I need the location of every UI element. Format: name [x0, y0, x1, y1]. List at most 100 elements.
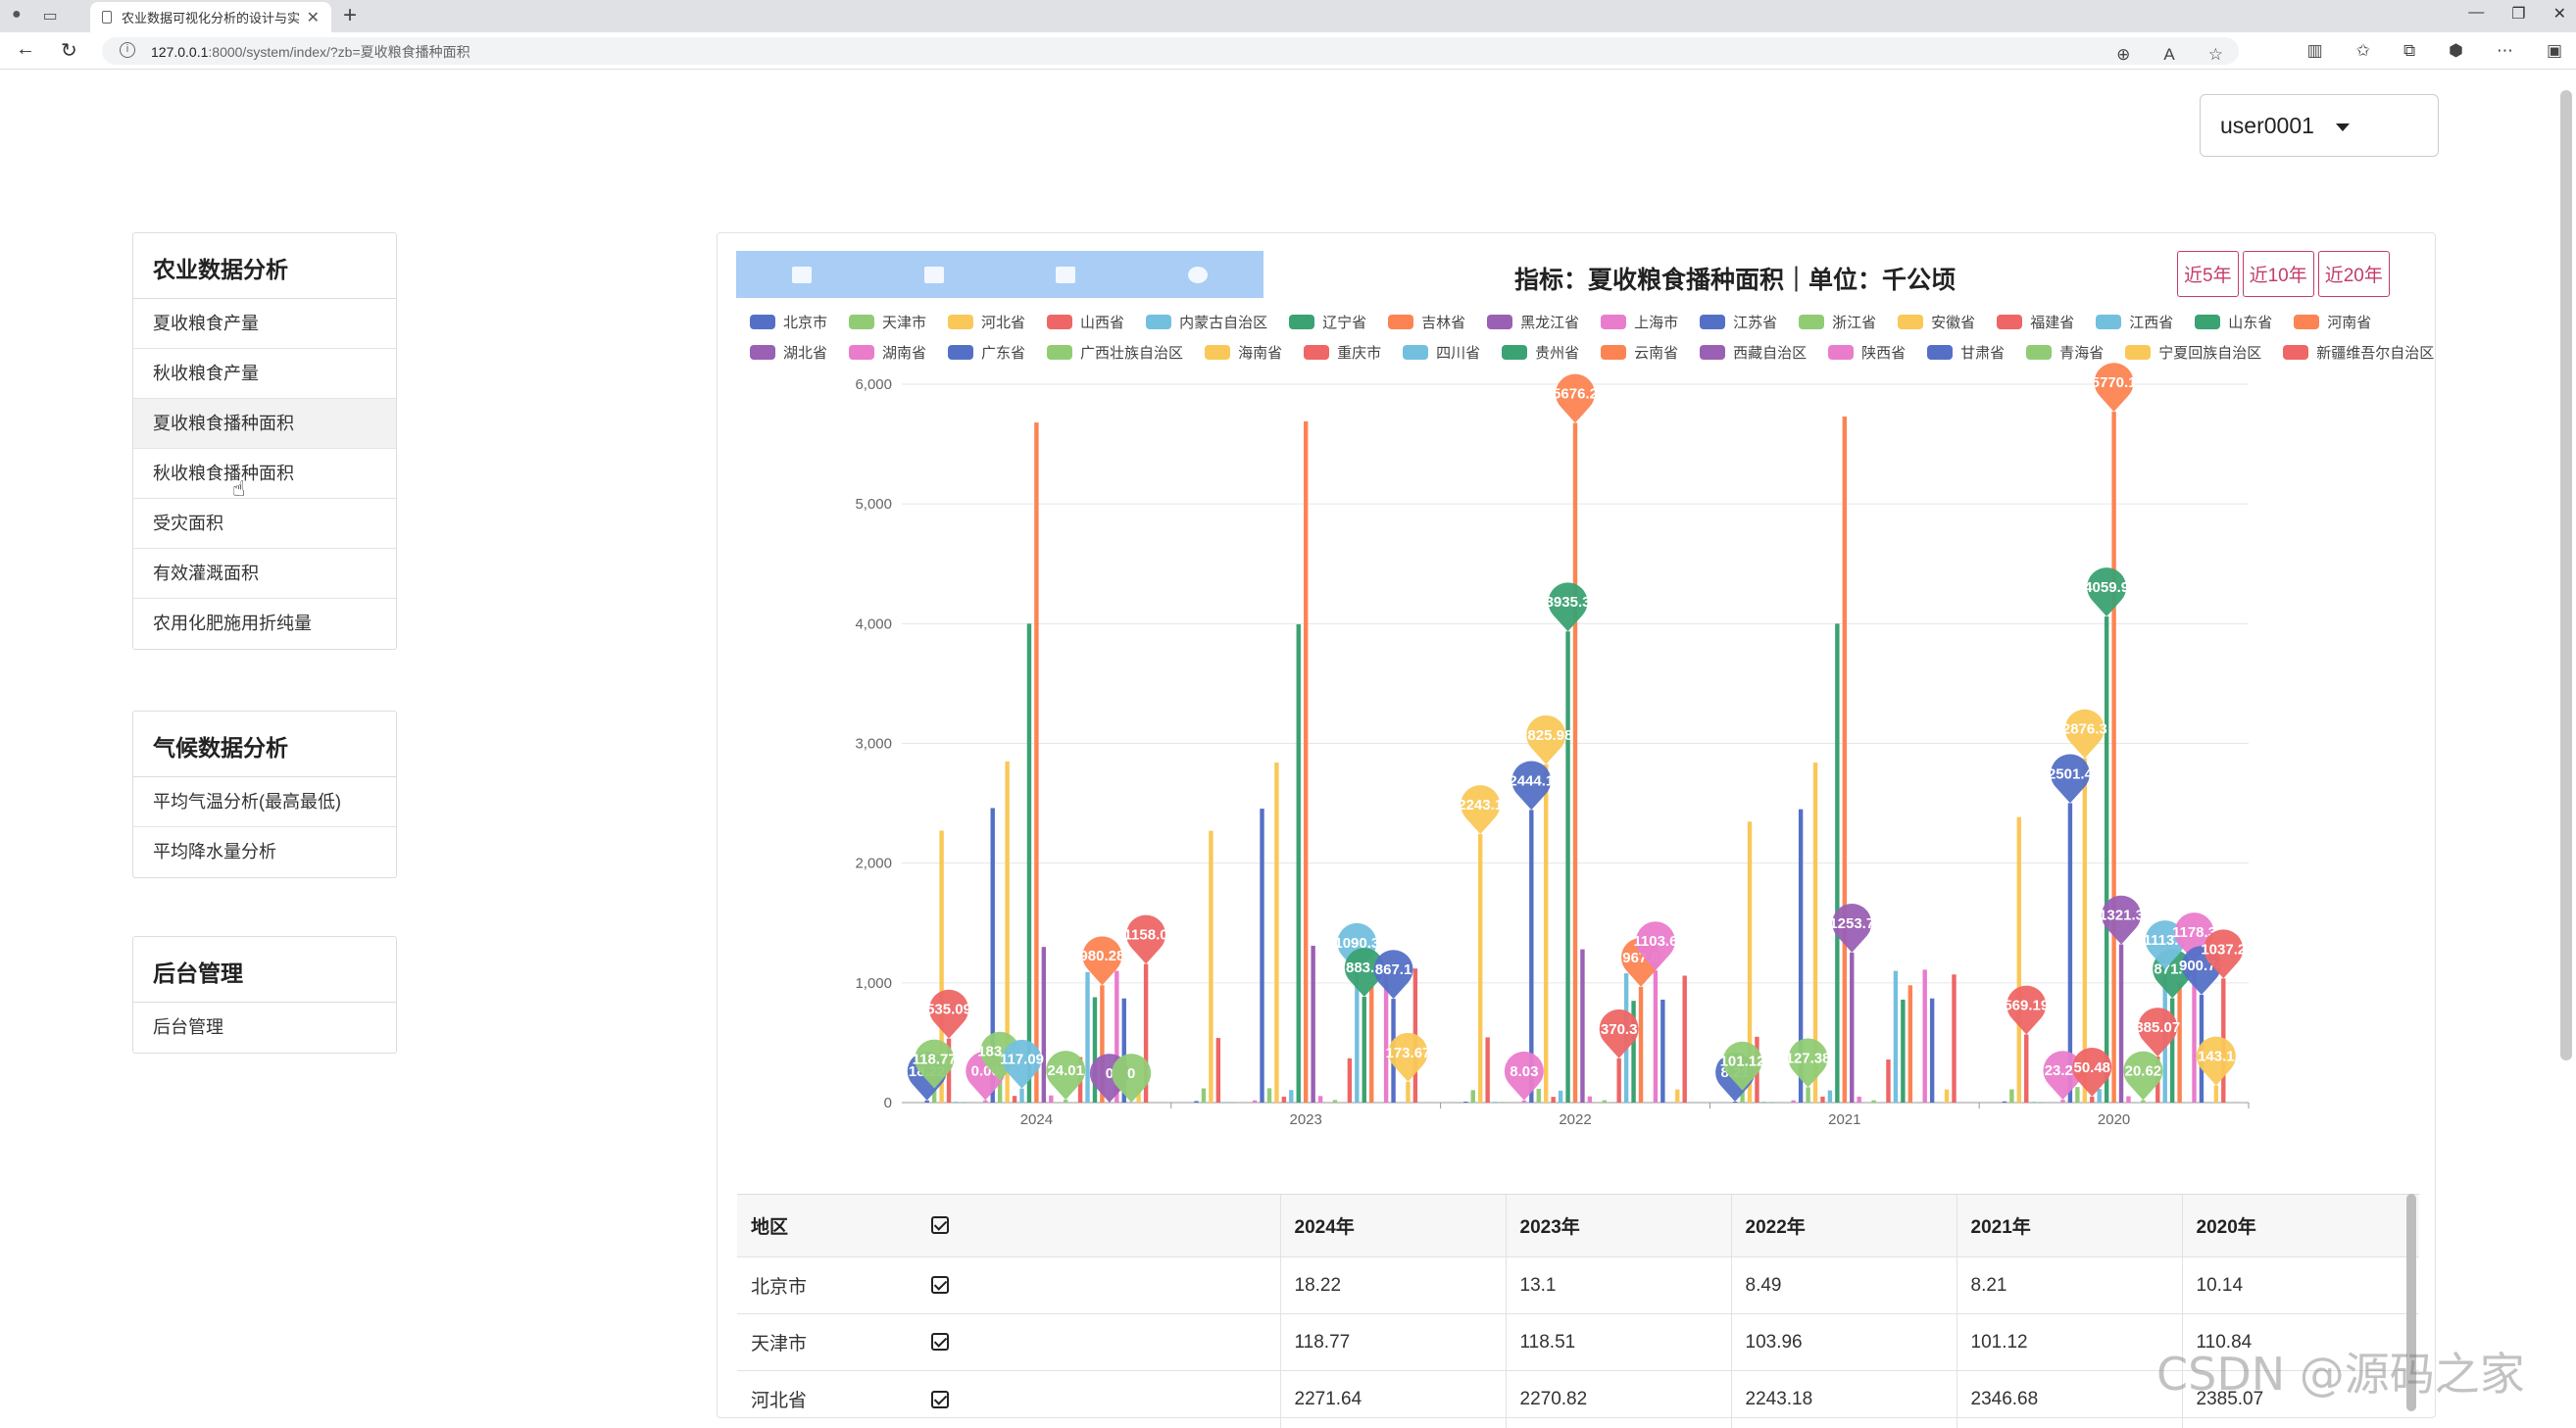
range-10-years-button[interactable]: 近10年	[2243, 251, 2314, 297]
cell-value: 118.51	[1506, 1314, 1731, 1371]
legend-item[interactable]: 广西壮族自治区	[1047, 342, 1183, 363]
split-screen-icon[interactable]: ▥	[2307, 41, 2323, 61]
window-controls: — ❐ ✕	[2468, 4, 2566, 24]
menu-item-irrigation-area[interactable]: 有效灌溉面积	[133, 549, 396, 599]
legend-swatch	[849, 315, 874, 329]
legend-item[interactable]: 江西省	[2096, 312, 2173, 332]
legend-item[interactable]: 天津市	[849, 312, 926, 332]
legend-swatch	[1205, 345, 1230, 360]
sidebar-icon[interactable]: ▣	[2547, 41, 2562, 61]
menu-agriculture: 农业数据分析 夏收粮食产量 秋收粮食产量 夏收粮食播种面积 秋收粮食播种面积 受…	[132, 232, 397, 650]
nav-buttons: ← ↻	[16, 38, 77, 63]
menu-item-summer-yield[interactable]: 夏收粮食产量	[133, 299, 396, 349]
legend-item[interactable]: 广东省	[948, 342, 1025, 363]
legend-swatch	[948, 345, 973, 360]
legend-swatch	[2096, 315, 2121, 329]
browser-tab[interactable]: 农业数据可视化分析的设计与实 ✕	[90, 2, 331, 32]
table-view-button[interactable]	[736, 251, 868, 298]
chart-legend-row-2: 湖北省 湖南省 广东省 广西壮族自治区 海南省 重庆市 四川省 贵州省 云南省 西藏自治区 陕西省 甘…	[750, 342, 2416, 363]
read-aloud-icon[interactable]: A	[2163, 45, 2174, 65]
zoom-icon[interactable]: ⊕	[2116, 45, 2130, 65]
restore-icon[interactable]: ❐	[2511, 4, 2525, 24]
extension-icon[interactable]: ⬢	[2449, 41, 2463, 61]
legend-item[interactable]: 河南省	[2294, 312, 2371, 332]
cell-value: 103.96	[1731, 1314, 1957, 1371]
legend-item[interactable]: 江苏省	[1700, 312, 1777, 332]
new-tab-button[interactable]: +	[343, 2, 357, 29]
line-chart-button[interactable]	[1000, 251, 1132, 298]
legend-item[interactable]: 吉林省	[1388, 312, 1465, 332]
row-checkbox[interactable]	[931, 1391, 949, 1408]
legend-item[interactable]: 重庆市	[1304, 342, 1381, 363]
legend-label: 天津市	[882, 312, 926, 332]
range-5-years-button[interactable]: 近5年	[2177, 251, 2239, 297]
menu-item-summer-area[interactable]: 夏收粮食播种面积	[133, 399, 396, 449]
close-window-icon[interactable]: ✕	[2553, 4, 2566, 24]
row-checkbox[interactable]	[931, 1276, 949, 1294]
favorite-star-icon[interactable]: ☆	[2208, 45, 2223, 65]
legend-item[interactable]: 黑龙江省	[1487, 312, 1579, 332]
header-2022: 2022年	[1731, 1195, 1957, 1257]
legend-item[interactable]: 浙江省	[1799, 312, 1876, 332]
line-chart-icon	[1056, 267, 1075, 283]
legend-item[interactable]: 四川省	[1403, 342, 1480, 363]
row-checkbox[interactable]	[931, 1333, 949, 1351]
legend-item[interactable]: 福建省	[1997, 312, 2074, 332]
more-icon[interactable]: ⋯	[2497, 41, 2513, 61]
menu-item-precipitation[interactable]: 平均降水量分析	[133, 827, 396, 877]
legend-label: 河北省	[981, 312, 1025, 332]
legend-item[interactable]: 海南省	[1205, 342, 1282, 363]
tab-actions-icon[interactable]: ▭	[43, 6, 58, 25]
legend-label: 甘肃省	[1960, 342, 2005, 363]
legend-item[interactable]: 山西省	[1047, 312, 1124, 332]
legend-item[interactable]: 北京市	[750, 312, 827, 332]
legend-item[interactable]: 贵州省	[1502, 342, 1579, 363]
legend-item[interactable]: 青海省	[2026, 342, 2104, 363]
legend-item[interactable]: 山东省	[2195, 312, 2272, 332]
collections-icon[interactable]: ⧉	[2403, 41, 2415, 61]
select-all-checkbox[interactable]	[931, 1216, 949, 1234]
bar-chart-button[interactable]	[868, 251, 1001, 298]
legend-item[interactable]: 陕西省	[1828, 342, 1906, 363]
menu-item-autumn-yield[interactable]: 秋收粮食产量	[133, 349, 396, 399]
legend-item[interactable]: 内蒙古自治区	[1146, 312, 1267, 332]
user-dropdown[interactable]: user0001	[2200, 94, 2439, 157]
legend-item[interactable]: 辽宁省	[1289, 312, 1366, 332]
legend-item[interactable]: 西藏自治区	[1700, 342, 1807, 363]
menu-item-autumn-area[interactable]: 秋收粮食播种面积	[133, 449, 396, 499]
legend-swatch	[2283, 345, 2308, 360]
legend-item[interactable]: 甘肃省	[1927, 342, 2005, 363]
page-icon	[102, 11, 112, 24]
menu-item-disaster-area[interactable]: 受灾面积	[133, 499, 396, 549]
browser-left-controls: ● ▭	[12, 6, 58, 25]
favorites-icon[interactable]: ✩	[2356, 41, 2370, 61]
legend-item[interactable]: 云南省	[1601, 342, 1678, 363]
legend-item[interactable]: 宁夏回族自治区	[2125, 342, 2261, 363]
menu-item-temperature[interactable]: 平均气温分析(最高最低)	[133, 777, 396, 827]
legend-label: 内蒙古自治区	[1179, 312, 1267, 332]
site-info-icon[interactable]: i	[120, 42, 135, 58]
profile-icon[interactable]: ●	[12, 6, 22, 25]
legend-label: 海南省	[1238, 342, 1282, 363]
pie-chart-button[interactable]	[1132, 251, 1264, 298]
username: user0001	[2220, 113, 2314, 138]
back-icon[interactable]: ←	[16, 38, 35, 63]
legend-label: 陕西省	[1861, 342, 1906, 363]
legend-swatch	[1601, 345, 1626, 360]
reload-icon[interactable]: ↻	[61, 38, 77, 63]
legend-item[interactable]: 河北省	[948, 312, 1025, 332]
url-field[interactable]: i 127.0.0.1:8000/system/index/?zb=夏收粮食播种…	[102, 37, 2239, 65]
legend-item[interactable]: 上海市	[1601, 312, 1678, 332]
menu-item-admin[interactable]: 后台管理	[133, 1003, 396, 1053]
legend-item[interactable]: 湖北省	[750, 342, 827, 363]
close-tab-icon[interactable]: ✕	[307, 8, 320, 27]
legend-label: 安徽省	[1931, 312, 1975, 332]
minimize-icon[interactable]: —	[2468, 4, 2484, 24]
legend-item[interactable]: 湖南省	[849, 342, 926, 363]
page-scrollbar[interactable]	[2560, 90, 2572, 1060]
menu-item-fertilizer[interactable]: 农用化肥施用折纯量	[133, 599, 396, 649]
legend-item[interactable]: 新疆维吾尔自治区	[2283, 342, 2434, 363]
header-2023: 2023年	[1506, 1195, 1731, 1257]
range-20-years-button[interactable]: 近20年	[2318, 251, 2390, 297]
legend-item[interactable]: 安徽省	[1898, 312, 1975, 332]
